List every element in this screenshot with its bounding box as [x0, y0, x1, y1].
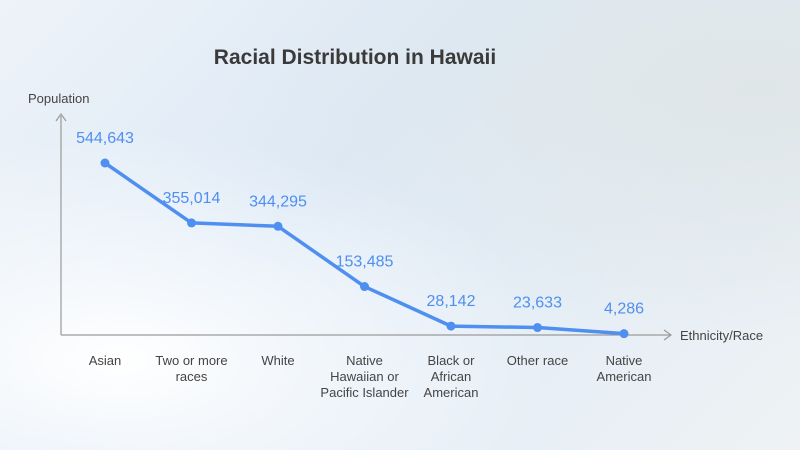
x-tick-label: Native American [597, 353, 652, 384]
x-axis-arrow [663, 329, 673, 341]
series-population: 544,643 355,014 344,295 153,485 28,142 23,633… [76, 130, 644, 339]
y-axis-title: Population [28, 91, 89, 106]
data-point [100, 158, 110, 168]
data-point [187, 218, 196, 228]
x-tick-label: Other race [507, 353, 568, 368]
x-tick-label: Two or more races [155, 353, 227, 384]
data-point [533, 323, 542, 333]
data-label: 355,014 [163, 190, 221, 207]
x-tick-label: Asian [89, 353, 122, 368]
data-point [619, 329, 629, 339]
x-tick-label: Native Hawaiian or Pacific Islander [320, 353, 409, 400]
data-point [360, 282, 369, 292]
data-label: 23,633 [513, 295, 562, 312]
data-label: 153,485 [336, 254, 394, 271]
data-label: 544,643 [76, 130, 134, 147]
data-label: 28,142 [427, 293, 476, 310]
axes: Population Ethnicity/Race [28, 91, 763, 343]
x-tick-label: Black or African American [424, 353, 479, 400]
x-tick-label: White [261, 353, 294, 368]
x-tick-labels: Asian Two or more races White Native Hawaiian… [89, 353, 652, 400]
data-point [446, 321, 456, 331]
x-axis-title: Ethnicity/Race [680, 328, 763, 343]
chart-title: Racial Distribution in Hawaii [213, 46, 497, 69]
data-label: 4,286 [604, 301, 644, 318]
y-axis-arrow [55, 112, 67, 122]
data-label: 344,295 [249, 193, 307, 210]
data-point [273, 221, 283, 231]
